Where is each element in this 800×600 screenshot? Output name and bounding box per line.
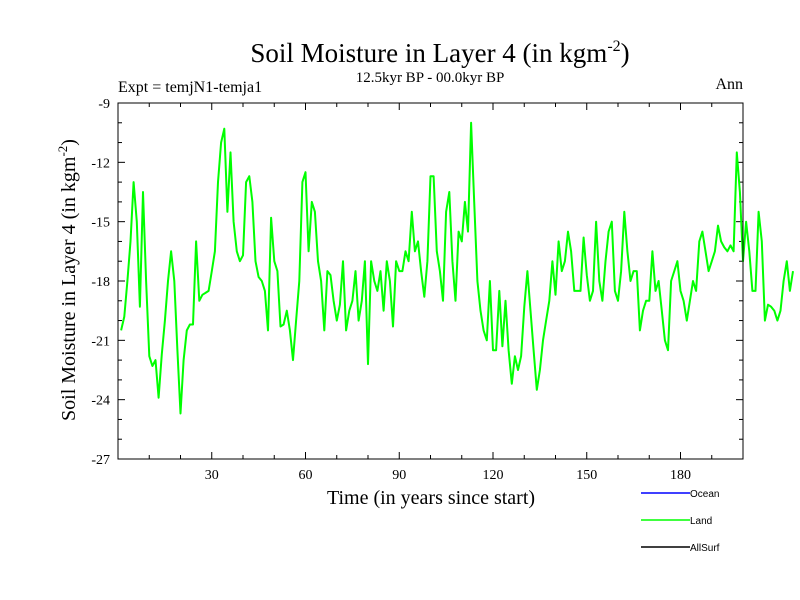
y-tick-label: -18 [91, 275, 110, 290]
x-axis-label: Time (in years since start) [327, 487, 535, 509]
x-tick-label: 90 [392, 468, 406, 483]
x-tick-label: 120 [483, 468, 504, 483]
season-label: Ann [715, 76, 743, 93]
y-tick-label: -9 [98, 97, 110, 112]
y-axis-label: Soil Moisture in Layer 4 (in kgm-2) [55, 139, 80, 421]
y-tick-label: -27 [91, 453, 110, 468]
x-tick-label: 60 [299, 468, 313, 483]
expt-label: Expt = temjN1-temja1 [118, 79, 262, 96]
chart-title: Soil Moisture in Layer 4 (in kgm-2) [250, 38, 629, 68]
x-tick-label: 180 [670, 468, 691, 483]
y-tick-label: -12 [91, 156, 110, 171]
x-tick-label: 150 [576, 468, 597, 483]
y-tick-label: -15 [91, 216, 110, 231]
axis-ticks: -27 -24 -21 -18 -15 -12 -9 30 60 90 120 150 180 [91, 97, 743, 483]
legend-label-ocean: Ocean [690, 489, 719, 500]
plot-frame [117, 102, 744, 460]
y-tick-label: -24 [91, 394, 110, 409]
series-lines [120, 121, 794, 415]
legend-label-allsurf: AllSurf [690, 543, 720, 554]
chart-subtitle: 12.5kyr BP - 00.0kyr BP [356, 70, 505, 86]
legend: Ocean Land AllSurf [641, 489, 720, 554]
series-line-land [120, 121, 794, 415]
y-tick-label: -21 [91, 334, 110, 349]
x-tick-label: 30 [205, 468, 219, 483]
legend-label-land: Land [690, 516, 712, 527]
